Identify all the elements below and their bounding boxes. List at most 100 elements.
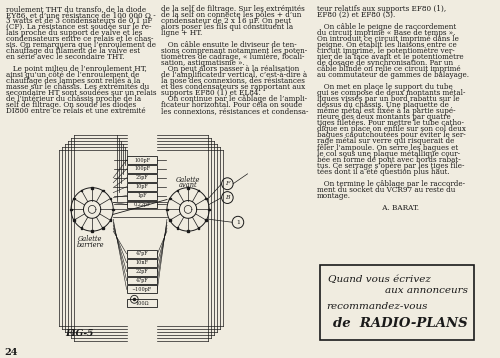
Text: tées dont il a été question plus haut.: tées dont il a été question plus haut. [316, 168, 450, 176]
Bar [320, 265, 474, 340]
Text: le col sous une plaque métallique cour-: le col sous une plaque métallique cour- [316, 150, 460, 158]
Text: de l’amplificateur vertical, c’est-à-dire à: de l’amplificateur vertical, c’est-à-dir… [161, 71, 308, 79]
Bar [208, 208, 210, 210]
Text: chauffage du filament de la valve est: chauffage du filament de la valve est [6, 47, 140, 55]
Text: 10pF: 10pF [136, 184, 148, 189]
Bar [112, 208, 114, 210]
Text: de l’intérieur du châssis proche de la: de l’intérieur du châssis proche de la [6, 95, 141, 103]
Text: 25pF: 25pF [136, 175, 148, 180]
Text: rieure des deux montants par quatre: rieure des deux montants par quatre [316, 113, 450, 121]
Text: On continue par le câblage de l’ampli-: On continue par le câblage de l’ampli- [161, 95, 308, 103]
Text: A. BARAT.: A. BARAT. [316, 204, 418, 212]
Text: F: F [225, 181, 230, 186]
Bar [80, 227, 82, 229]
Text: 10nF: 10nF [136, 260, 148, 265]
Text: On met en place le support du tube: On met en place le support du tube [316, 83, 452, 91]
Bar [126, 174, 158, 182]
Text: 22pF: 22pF [136, 269, 148, 274]
Text: 100pF: 100pF [134, 166, 150, 171]
Text: roulement THT du transfo, de la diode: roulement THT du transfo, de la diode [6, 5, 146, 13]
Text: câble blindé on relie ce circuit imprimé: câble blindé on relie ce circuit imprimé [316, 65, 460, 73]
Bar [70, 208, 72, 210]
Text: au commutateur de gammes de balayage.: au commutateur de gammes de balayage. [316, 71, 468, 79]
Bar [166, 208, 168, 210]
Text: recommandez-vous: recommandez-vous [326, 302, 428, 311]
Text: en série avec le secondaire THT.: en série avec le secondaire THT. [6, 53, 124, 61]
Bar [198, 190, 200, 192]
Text: de la self on connecte les pôles + d’un: de la self on connecte les pôles + d’un [161, 11, 302, 19]
Bar [126, 165, 158, 173]
Text: avant: avant [178, 181, 198, 189]
Text: la pose des connexions, des résistances: la pose des connexions, des résistances [161, 77, 305, 85]
Text: bagues caoutchoutées pour éviter le ser-: bagues caoutchoutées pour éviter le ser- [316, 131, 466, 140]
Bar [126, 277, 158, 285]
Bar [198, 227, 200, 229]
Bar [110, 198, 112, 199]
Text: sions comprenant notamment les poten-: sions comprenant notamment les poten- [161, 47, 308, 55]
Bar [102, 190, 104, 192]
Text: aux annonceurs: aux annonceurs [385, 286, 468, 295]
Text: DI800 entre ce relais et une extrémité: DI800 entre ce relais et une extrémité [6, 107, 145, 115]
Text: ficateur horizontal. Pour cela on soude: ficateur horizontal. Pour cela on soude [161, 101, 302, 109]
Bar [206, 198, 207, 199]
Text: fêler l’ampoule. On serre les bagues et: fêler l’ampoule. On serre les bagues et [316, 144, 458, 151]
Text: montage.: montage. [316, 192, 350, 200]
Text: sis. On remarquera que l’enroulement de: sis. On remarquera que l’enroulement de [6, 41, 156, 49]
Text: les connexions, résistances et condensa-: les connexions, résistances et condensa- [161, 107, 308, 115]
Text: même métal est fixée à la partie supé-: même métal est fixée à la partie supé- [316, 107, 456, 115]
Text: Quand vous écrivez: Quand vous écrivez [328, 275, 431, 284]
Bar [91, 187, 93, 189]
Text: 100Ω: 100Ω [136, 301, 149, 306]
Text: circuit imprimé, le potentiomètre ver-: circuit imprimé, le potentiomètre ver- [316, 47, 454, 55]
Text: bée en forme de pont avec bords rabat-: bée en forme de pont avec bords rabat- [316, 156, 460, 164]
Text: 47pF: 47pF [136, 251, 148, 256]
Text: condensateur de 2 x 16 μF. On peut: condensateur de 2 x 16 μF. On peut [161, 17, 292, 25]
Bar [80, 190, 82, 192]
Text: B: B [225, 195, 230, 200]
Bar [187, 187, 189, 189]
Text: alors poser les fils qui constituent la: alors poser les fils qui constituent la [161, 23, 294, 31]
Text: self de filtrage. On soude les diodes: self de filtrage. On soude les diodes [6, 101, 136, 109]
Text: 47pF: 47pF [136, 278, 148, 283]
Text: (CF). La résistance est soudée sur le re-: (CF). La résistance est soudée sur le re… [6, 23, 152, 31]
Text: 0,22pF: 0,22pF [134, 202, 150, 207]
Bar [126, 259, 158, 267]
Text: du circuit imprimé « Base de temps ».: du circuit imprimé « Base de temps ». [316, 29, 455, 37]
Text: On introduit ce circuit imprimé dans le: On introduit ce circuit imprimé dans le [316, 35, 458, 43]
Text: 3 watts et de 3 condensateurs de 0,1 μF: 3 watts et de 3 condensateurs de 0,1 μF [6, 17, 152, 25]
Bar [126, 183, 158, 191]
Text: EY86, et d’une résistance de 100 000 Ω -: EY86, et d’une résistance de 100 000 Ω - [6, 11, 156, 19]
Text: condensateurs entre ce relais et le chas-: condensateurs entre ce relais et le chas… [6, 35, 154, 43]
Bar [102, 227, 104, 229]
Text: et des condensateurs se rapportant aux: et des condensateurs se rapportant aux [161, 83, 306, 91]
Bar [169, 198, 170, 199]
Bar [91, 230, 93, 232]
Bar [206, 219, 207, 221]
Text: chauffage des lampes sont reliés à la: chauffage des lampes sont reliés à la [6, 77, 140, 85]
Text: ainsi qu’un côté de l’enroulement de: ainsi qu’un côté de l’enroulement de [6, 71, 139, 79]
Bar [126, 299, 158, 307]
Text: Le point milieu de l’enroulement HT,: Le point milieu de l’enroulement HT, [6, 65, 146, 73]
Text: Galette: Galette [176, 176, 200, 184]
Text: FIG-5: FIG-5 [65, 329, 94, 338]
Bar [73, 219, 74, 221]
Text: tiomètres de cadrage, « lumière, focali-: tiomètres de cadrage, « lumière, focali- [161, 53, 304, 61]
Text: qui se compose de deux montants métal-: qui se compose de deux montants métal- [316, 89, 465, 97]
Text: EF80 (2) et EF80 (3).: EF80 (2) et EF80 (3). [316, 11, 395, 19]
Bar [126, 250, 158, 258]
Text: ligne + HT.: ligne + HT. [161, 29, 202, 37]
Text: ~100pF: ~100pF [132, 287, 152, 292]
Text: dessus du châssis. Une plaquette de: dessus du châssis. Une plaquette de [316, 101, 448, 109]
Bar [176, 190, 178, 192]
Text: On câble le peigne de raccordement: On câble le peigne de raccordement [316, 23, 456, 31]
Text: supports EF80 (1) et EL84.: supports EF80 (1) et EL84. [161, 89, 261, 97]
Text: On termine le câblage par le raccorde-: On termine le câblage par le raccorde- [316, 180, 465, 188]
Bar [126, 268, 158, 276]
Text: secondaire HT sont soudées sur un relais: secondaire HT sont soudées sur un relais [6, 89, 156, 97]
Text: de la self de filtrage. Sur les extrémités: de la self de filtrage. Sur les extrémit… [161, 5, 305, 13]
Text: 1: 1 [236, 220, 240, 225]
Text: de  RADIO-PLANS: de RADIO-PLANS [334, 317, 468, 330]
Bar [169, 219, 170, 221]
Text: de dosage de synchronisation. Par un: de dosage de synchronisation. Par un [316, 59, 453, 67]
Bar [73, 198, 74, 199]
